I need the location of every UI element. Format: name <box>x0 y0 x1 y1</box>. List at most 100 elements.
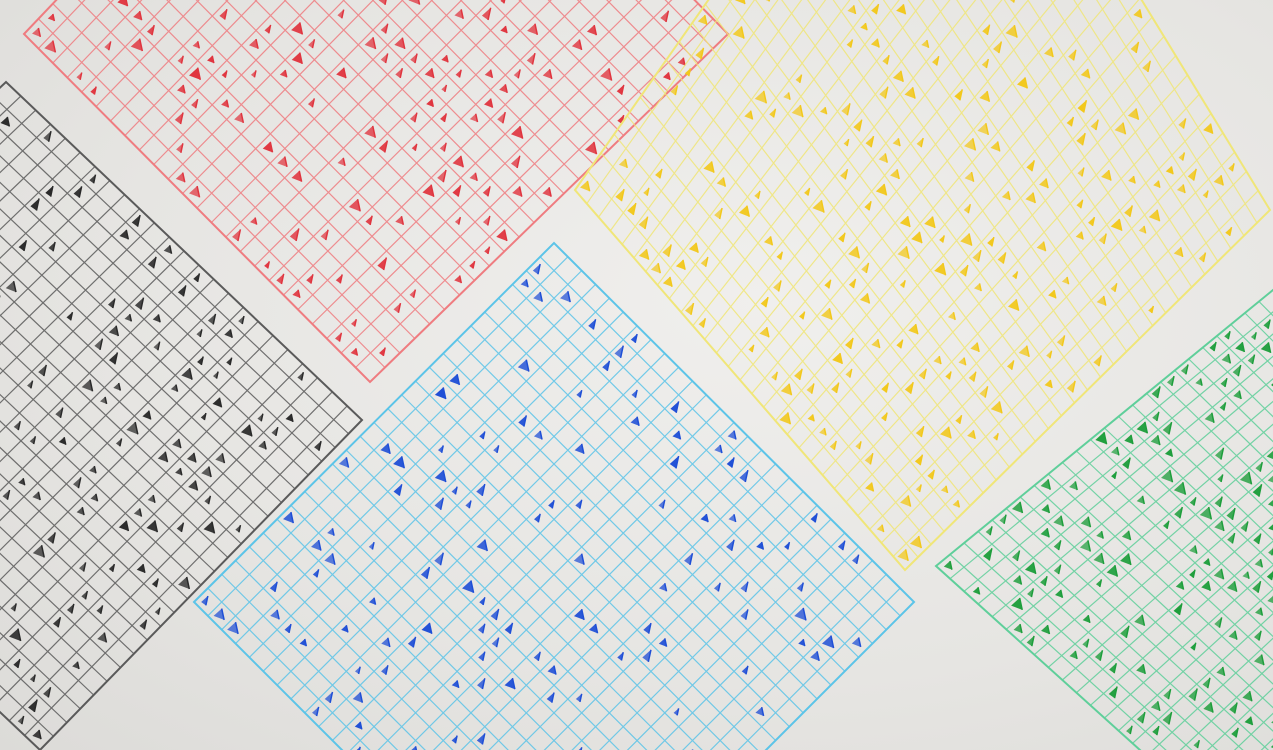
tab-edge <box>710 161 715 173</box>
tab-edge <box>1018 597 1023 611</box>
raised-tab <box>897 549 909 561</box>
tab-edge <box>140 297 145 310</box>
tab-edge <box>371 541 375 550</box>
raised-tab <box>240 424 252 437</box>
tab-edge <box>412 289 417 298</box>
raised-tab <box>600 68 612 81</box>
tab-edge <box>1193 642 1197 651</box>
raised-tab <box>1173 482 1186 495</box>
tab-edge <box>369 215 373 226</box>
tab-edge <box>1129 205 1133 217</box>
raised-tab <box>1267 475 1273 483</box>
gray-grid-lines <box>0 95 349 737</box>
raised-tab <box>1267 499 1273 507</box>
tab-edge <box>99 605 104 614</box>
tab-edge <box>578 39 583 51</box>
raised-tab <box>1161 469 1173 483</box>
raised-tab <box>848 246 860 259</box>
tab-edge <box>884 412 888 422</box>
tab-edge <box>180 55 184 64</box>
tab-edge <box>331 528 335 536</box>
tab-edge <box>1024 77 1029 89</box>
tab-edge <box>884 153 888 163</box>
tab-edge <box>931 216 936 229</box>
tab-edge <box>442 470 447 483</box>
tab-edge <box>21 715 25 725</box>
tab-edge <box>253 70 257 78</box>
tab-edge <box>989 526 993 536</box>
tab-edge <box>1235 727 1239 738</box>
tab-edge <box>114 352 119 365</box>
tab-edge <box>430 99 434 107</box>
tab-edge <box>40 545 45 558</box>
tab-edge <box>180 522 185 533</box>
tab-edge <box>952 311 956 321</box>
tab-edge <box>537 651 541 661</box>
tab-edge <box>1100 530 1104 539</box>
tab-edge <box>876 38 880 48</box>
tab-edge <box>196 185 201 198</box>
tab-edge <box>185 576 191 590</box>
tab-edge <box>353 319 357 327</box>
tab-edge <box>1091 216 1096 227</box>
raised-tab <box>449 374 460 385</box>
tab-edge <box>338 332 343 342</box>
tab-edge <box>241 315 245 325</box>
tab-edge <box>580 443 585 454</box>
tab-edge <box>976 342 980 353</box>
tab-edge <box>1218 617 1223 628</box>
tab-edge <box>1196 739 1200 749</box>
raised-tab <box>821 635 834 649</box>
tab-edge <box>1099 650 1104 661</box>
tab-edge <box>904 549 909 562</box>
raised-tab <box>573 609 585 620</box>
raised-tab <box>181 368 193 380</box>
green-grid-lines <box>949 301 1273 750</box>
tab-edge <box>458 69 462 78</box>
raised-tab <box>794 607 806 621</box>
raised-tab <box>291 170 302 182</box>
raised-tab <box>732 26 744 39</box>
tab-edge <box>905 246 910 259</box>
tab-edge <box>224 70 228 78</box>
tab-edge <box>387 637 391 648</box>
tab-edge <box>579 499 583 509</box>
tab-edge <box>1081 132 1086 146</box>
tab-edge <box>539 291 543 302</box>
tab-edge <box>1143 225 1147 234</box>
tab-edge <box>117 382 122 391</box>
tab-edge <box>276 609 280 620</box>
tab-edge <box>579 693 583 703</box>
tab-edge <box>1181 581 1185 590</box>
tab-edge <box>104 396 108 405</box>
tab-edge <box>745 665 749 675</box>
raised-tab <box>178 576 190 590</box>
raised-tab <box>934 263 946 276</box>
tab-edge <box>909 381 914 394</box>
tab-edge <box>444 84 448 93</box>
tab-edge <box>17 420 21 431</box>
tab-edge <box>454 486 458 495</box>
tab-edge <box>592 319 597 330</box>
tab-edge <box>1113 471 1117 480</box>
tab-edge <box>1182 184 1186 194</box>
raised-tab <box>812 200 825 213</box>
tab-edge <box>883 183 888 196</box>
tab-edge <box>329 691 334 704</box>
tab-edge <box>1179 247 1184 258</box>
tab-edge <box>188 367 193 380</box>
tab-edge <box>835 382 840 394</box>
tab-edge <box>93 86 97 95</box>
tab-edge <box>788 383 793 396</box>
raised-tab <box>1114 122 1126 135</box>
tab-edge <box>234 621 239 635</box>
tab-edge <box>1098 355 1102 367</box>
tab-edge <box>1127 530 1132 541</box>
tab-edge <box>356 198 361 212</box>
raised-tab <box>9 628 21 642</box>
tab-edge <box>484 539 488 552</box>
tab-edge <box>1125 625 1130 639</box>
tab-edge <box>475 113 479 123</box>
gray-panel-border <box>0 80 364 750</box>
tab-edge <box>935 55 940 66</box>
